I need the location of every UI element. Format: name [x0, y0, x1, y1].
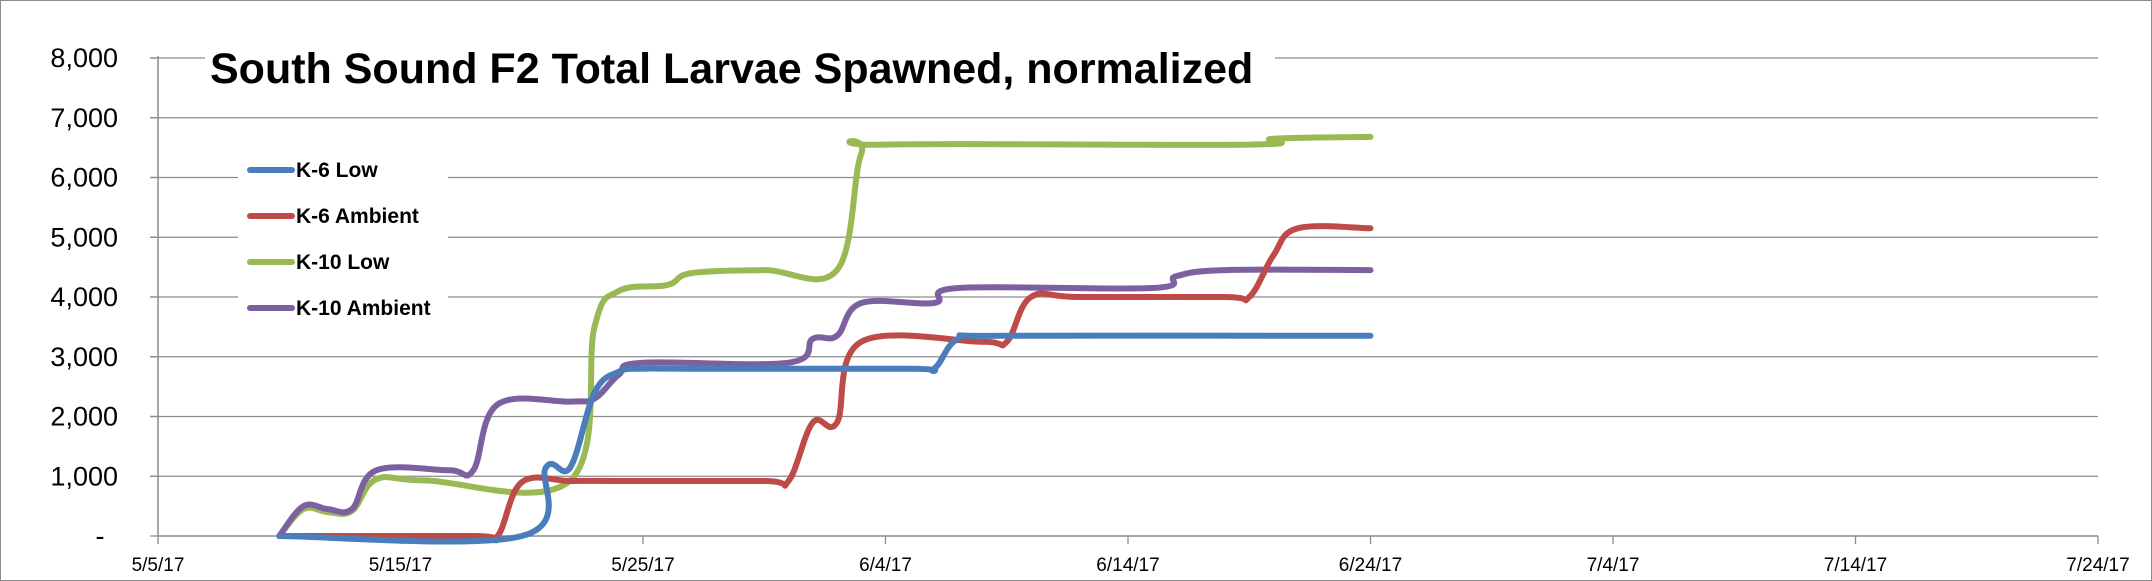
- y-tick-label: 2,000: [50, 402, 118, 432]
- legend-label-k-6-low: K-6 Low: [296, 159, 378, 182]
- series-line-k-6-ambient: [276, 223, 1374, 544]
- x-tick-label: 6/24/17: [1339, 555, 1402, 576]
- x-tick-label: 5/25/17: [611, 555, 674, 576]
- series-lines: [276, 133, 1374, 545]
- x-tick-label: 6/14/17: [1096, 555, 1159, 576]
- y-tick-label: 1,000: [50, 461, 118, 491]
- chart-title: South Sound F2 Total Larvae Spawned, nor…: [210, 45, 1253, 93]
- legend-label-k-6-ambient: K-6 Ambient: [296, 205, 419, 228]
- y-tick-label: 4,000: [50, 282, 118, 312]
- x-tick-label: 7/24/17: [2066, 555, 2129, 576]
- x-tick-label: 5/5/17: [132, 555, 185, 576]
- x-tick-label: 7/4/17: [1587, 555, 1640, 576]
- y-axis-tick-labels: - 1,000 2,000 3,000 4,000 5,000 6,000 7,000 8,00…: [50, 43, 158, 551]
- gridlines: [150, 57, 2098, 477]
- x-tick-label: 6/4/17: [859, 555, 912, 576]
- y-tick-label: 7,000: [50, 103, 118, 133]
- series-line-k-6-low: [276, 332, 1374, 545]
- y-tick-label: -: [96, 521, 105, 551]
- y-tick-label: 3,000: [50, 342, 118, 372]
- legend: K-6 Low K-6 Ambient K-10 Low K-10 Ambient: [238, 148, 448, 333]
- y-tick-label: 5,000: [50, 222, 118, 252]
- title-background: [205, 40, 1275, 100]
- series-line-k-10-low: [276, 133, 1374, 539]
- y-tick-label: 6,000: [50, 163, 118, 193]
- legend-label-k-10-low: K-10 Low: [296, 251, 390, 274]
- x-tick-label: 5/15/17: [369, 555, 432, 576]
- legend-background: [238, 148, 448, 333]
- x-tick-label: 7/14/17: [1824, 555, 1887, 576]
- x-axis-tick-labels: 5/5/17 5/15/17 5/25/17 6/4/17 6/14/17 6/24/17…: [132, 536, 2130, 576]
- series-line-k-10-ambient: [276, 266, 1374, 539]
- y-tick-label: 8,000: [50, 43, 118, 73]
- legend-label-k-10-ambient: K-10 Ambient: [296, 297, 431, 320]
